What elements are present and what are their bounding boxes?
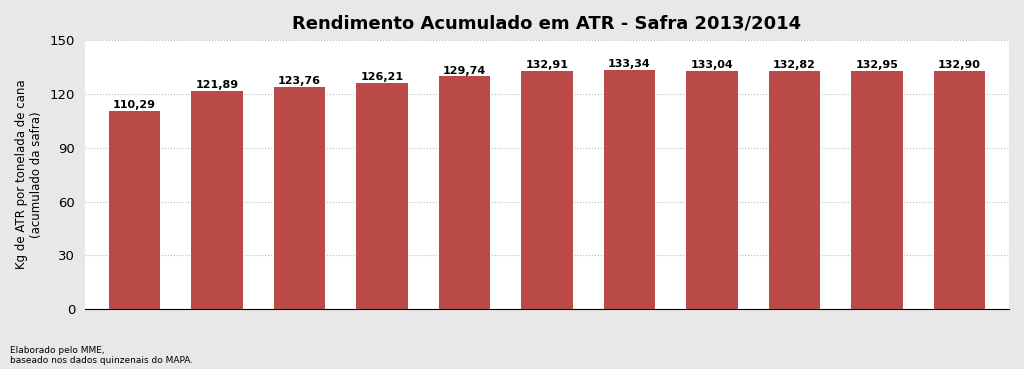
Text: 123,76: 123,76 bbox=[279, 76, 322, 86]
Bar bbox=[686, 70, 737, 309]
Bar bbox=[191, 90, 243, 309]
Bar bbox=[109, 111, 160, 309]
Bar bbox=[934, 71, 985, 309]
Text: 110,29: 110,29 bbox=[113, 100, 156, 110]
Title: Rendimento Acumulado em ATR - Safra 2013/2014: Rendimento Acumulado em ATR - Safra 2013… bbox=[293, 15, 802, 33]
Y-axis label: Kg de ATR por tonelada de cana
(acumulado da safra): Kg de ATR por tonelada de cana (acumulad… bbox=[15, 80, 43, 269]
Text: 132,95: 132,95 bbox=[856, 60, 898, 70]
Text: 133,04: 133,04 bbox=[690, 60, 733, 70]
Text: 129,74: 129,74 bbox=[443, 66, 486, 76]
Text: 121,89: 121,89 bbox=[196, 80, 239, 90]
Text: 126,21: 126,21 bbox=[360, 72, 403, 82]
Bar bbox=[521, 71, 572, 309]
Text: 132,90: 132,90 bbox=[938, 60, 981, 70]
Bar bbox=[769, 71, 820, 309]
Text: 132,91: 132,91 bbox=[525, 60, 568, 70]
Text: 133,34: 133,34 bbox=[608, 59, 651, 69]
Text: 132,82: 132,82 bbox=[773, 60, 816, 70]
Bar bbox=[439, 76, 490, 309]
Text: Elaborado pelo MME,
baseado nos dados quinzenais do MAPA.: Elaborado pelo MME, baseado nos dados qu… bbox=[10, 346, 194, 365]
Bar bbox=[274, 87, 325, 309]
Bar bbox=[851, 71, 902, 309]
Bar bbox=[604, 70, 655, 309]
Bar bbox=[356, 83, 408, 309]
